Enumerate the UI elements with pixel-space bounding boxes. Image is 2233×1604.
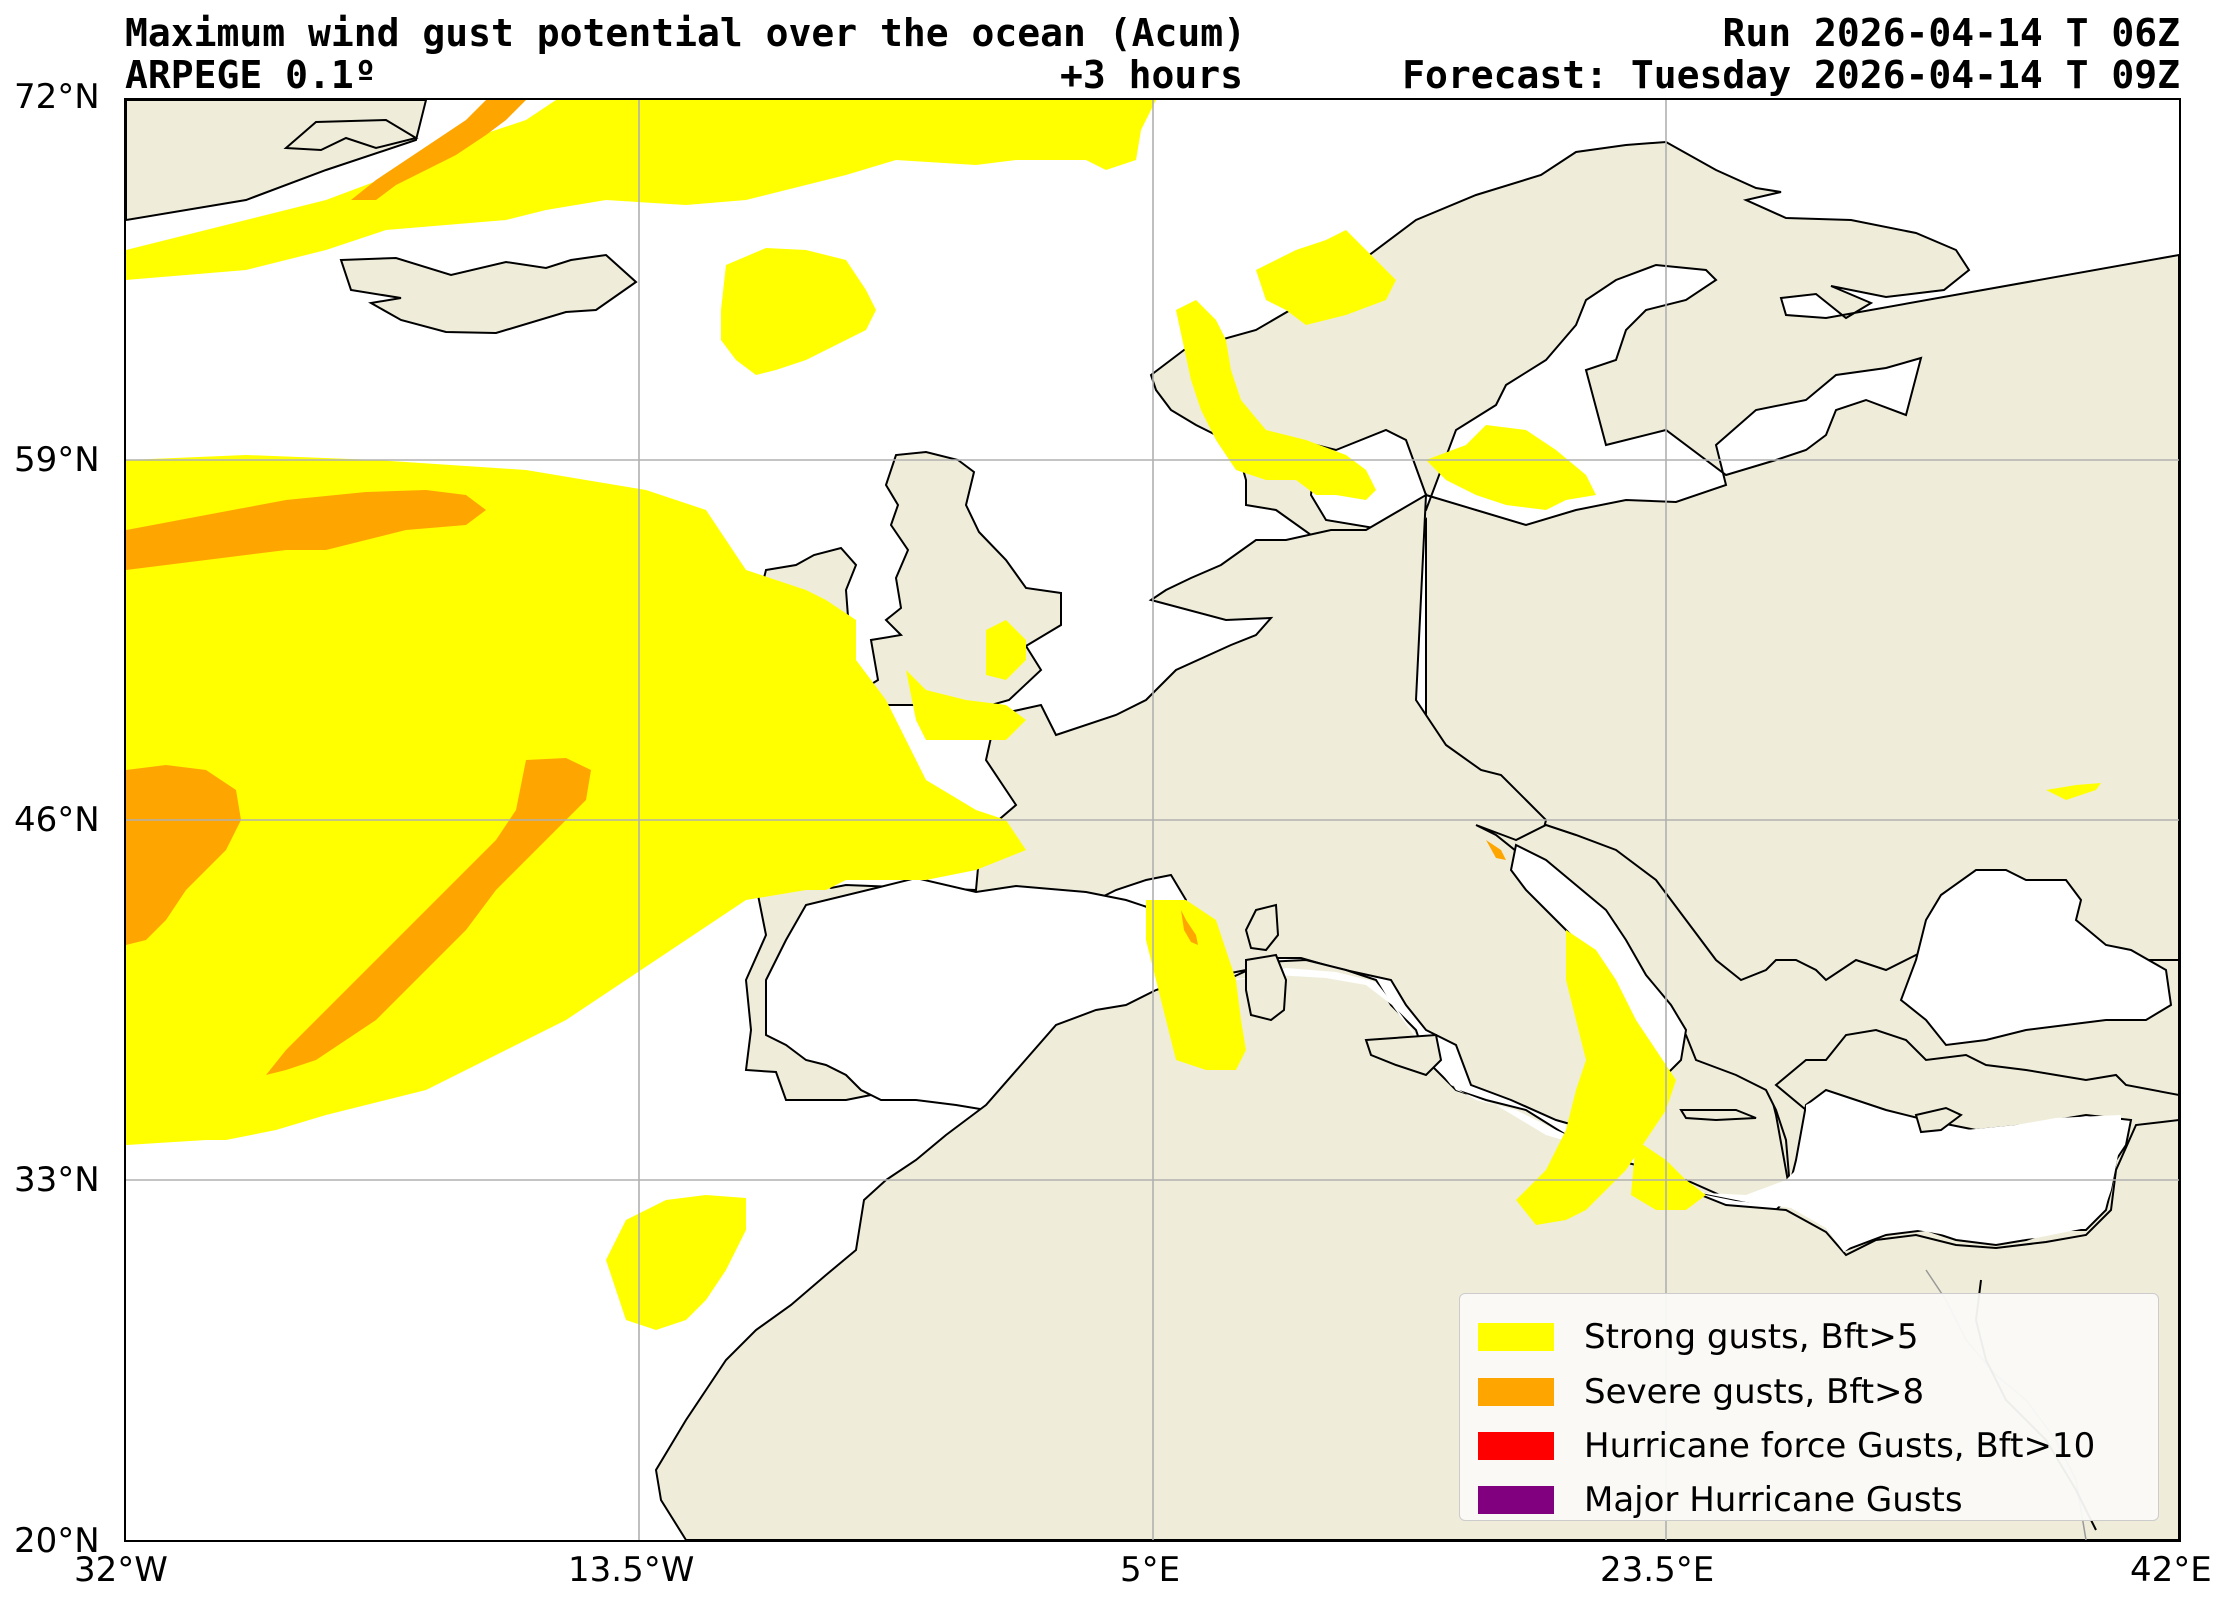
gust-severe-atlantic-band <box>266 758 591 1075</box>
legend-item-strong: Strong gusts, Bft>5 <box>1478 1317 1919 1357</box>
legend-item-hurricane: Hurricane force Gusts, Bft>10 <box>1478 1426 2095 1466</box>
gust-layer <box>126 100 2101 1330</box>
gust-severe-ligurian <box>1181 910 1198 945</box>
legend-swatch-major-hurricane <box>1478 1486 1554 1514</box>
run-time: Run 2026-04-14 T 06Z <box>1722 11 2180 55</box>
crete-island <box>1679 1109 1757 1122</box>
lon-label-42e: 42°E <box>2130 1550 2212 1590</box>
gust-severe-atlantic-low <box>126 765 241 945</box>
great-britain-land <box>843 450 1062 717</box>
gust-strong-north-sea <box>1176 300 1376 500</box>
gust-strong-english-channel <box>906 670 1026 740</box>
forecast-lead-time: +3 hours <box>1060 53 1244 97</box>
gust-strong-baltic <box>1426 425 1596 510</box>
iceland-land <box>339 253 638 335</box>
lon-label-5e: 5°E <box>1120 1550 1181 1590</box>
legend-label-severe: Severe gusts, Bft>8 <box>1584 1372 1925 1412</box>
gust-severe-north-atlantic <box>126 490 486 570</box>
legend-label-major-hurricane: Major Hurricane Gusts <box>1584 1480 1963 1520</box>
gust-strong-azov <box>2046 783 2101 800</box>
gust-strong-atlantic-north <box>126 100 1156 280</box>
gust-strong-canary <box>606 1195 746 1330</box>
mediterranean-sea-east <box>1206 968 2121 1252</box>
lat-label-59n: 59°N <box>14 440 100 480</box>
lat-label-46n: 46°N <box>14 800 100 840</box>
lon-label-32w: 32°W <box>74 1550 168 1590</box>
gust-strong-skagerrak <box>1256 230 1396 325</box>
legend-label-strong: Strong gusts, Bft>5 <box>1584 1317 1919 1357</box>
svalbard-fragment <box>283 118 419 152</box>
legend-swatch-hurricane <box>1478 1432 1554 1460</box>
model-name: ARPEGE 0.1º <box>125 53 377 97</box>
lat-label-20n: 20°N <box>14 1521 100 1561</box>
lon-label-13-5w: 13.5°W <box>568 1550 695 1590</box>
cyprus-island <box>1914 1106 1963 1134</box>
legend: Strong gusts, Bft>5 Severe gusts, Bft>8 … <box>1459 1293 2159 1521</box>
legend-label-hurricane: Hurricane force Gusts, Bft>10 <box>1584 1426 2096 1466</box>
lon-label-23-5e: 23.5°E <box>1600 1550 1715 1590</box>
gust-severe-adriatic <box>1486 840 1506 860</box>
lat-label-33n: 33°N <box>14 1160 100 1200</box>
legend-item-severe: Severe gusts, Bft>8 <box>1478 1372 1924 1412</box>
balkans-turkey-land <box>1475 823 2179 1201</box>
gust-strong-tyrrhenian <box>1146 900 1246 1070</box>
legend-item-major-hurricane: Major Hurricane Gusts <box>1478 1480 1963 1520</box>
legend-swatch-severe <box>1478 1378 1554 1406</box>
sardinia-island <box>1245 953 1288 1022</box>
legend-swatch-strong <box>1478 1323 1554 1351</box>
corsica-island <box>1244 903 1280 952</box>
lat-label-72n: 72°N <box>14 77 100 117</box>
gridlines <box>126 100 2179 1540</box>
black-sea <box>1899 869 2173 1047</box>
gust-strong-bay-biscay <box>986 620 1026 680</box>
gust-strong-norwegian-sea <box>721 248 876 375</box>
gust-strong-aegean-south <box>1631 1140 1706 1210</box>
forecast-valid-time: Forecast: Tuesday 2026-04-14 T 09Z <box>1402 53 2180 97</box>
gust-severe-greenland-strait <box>351 100 526 200</box>
sicily-island <box>1364 1033 1443 1077</box>
map-title: Maximum wind gust potential over the oce… <box>125 11 1247 55</box>
